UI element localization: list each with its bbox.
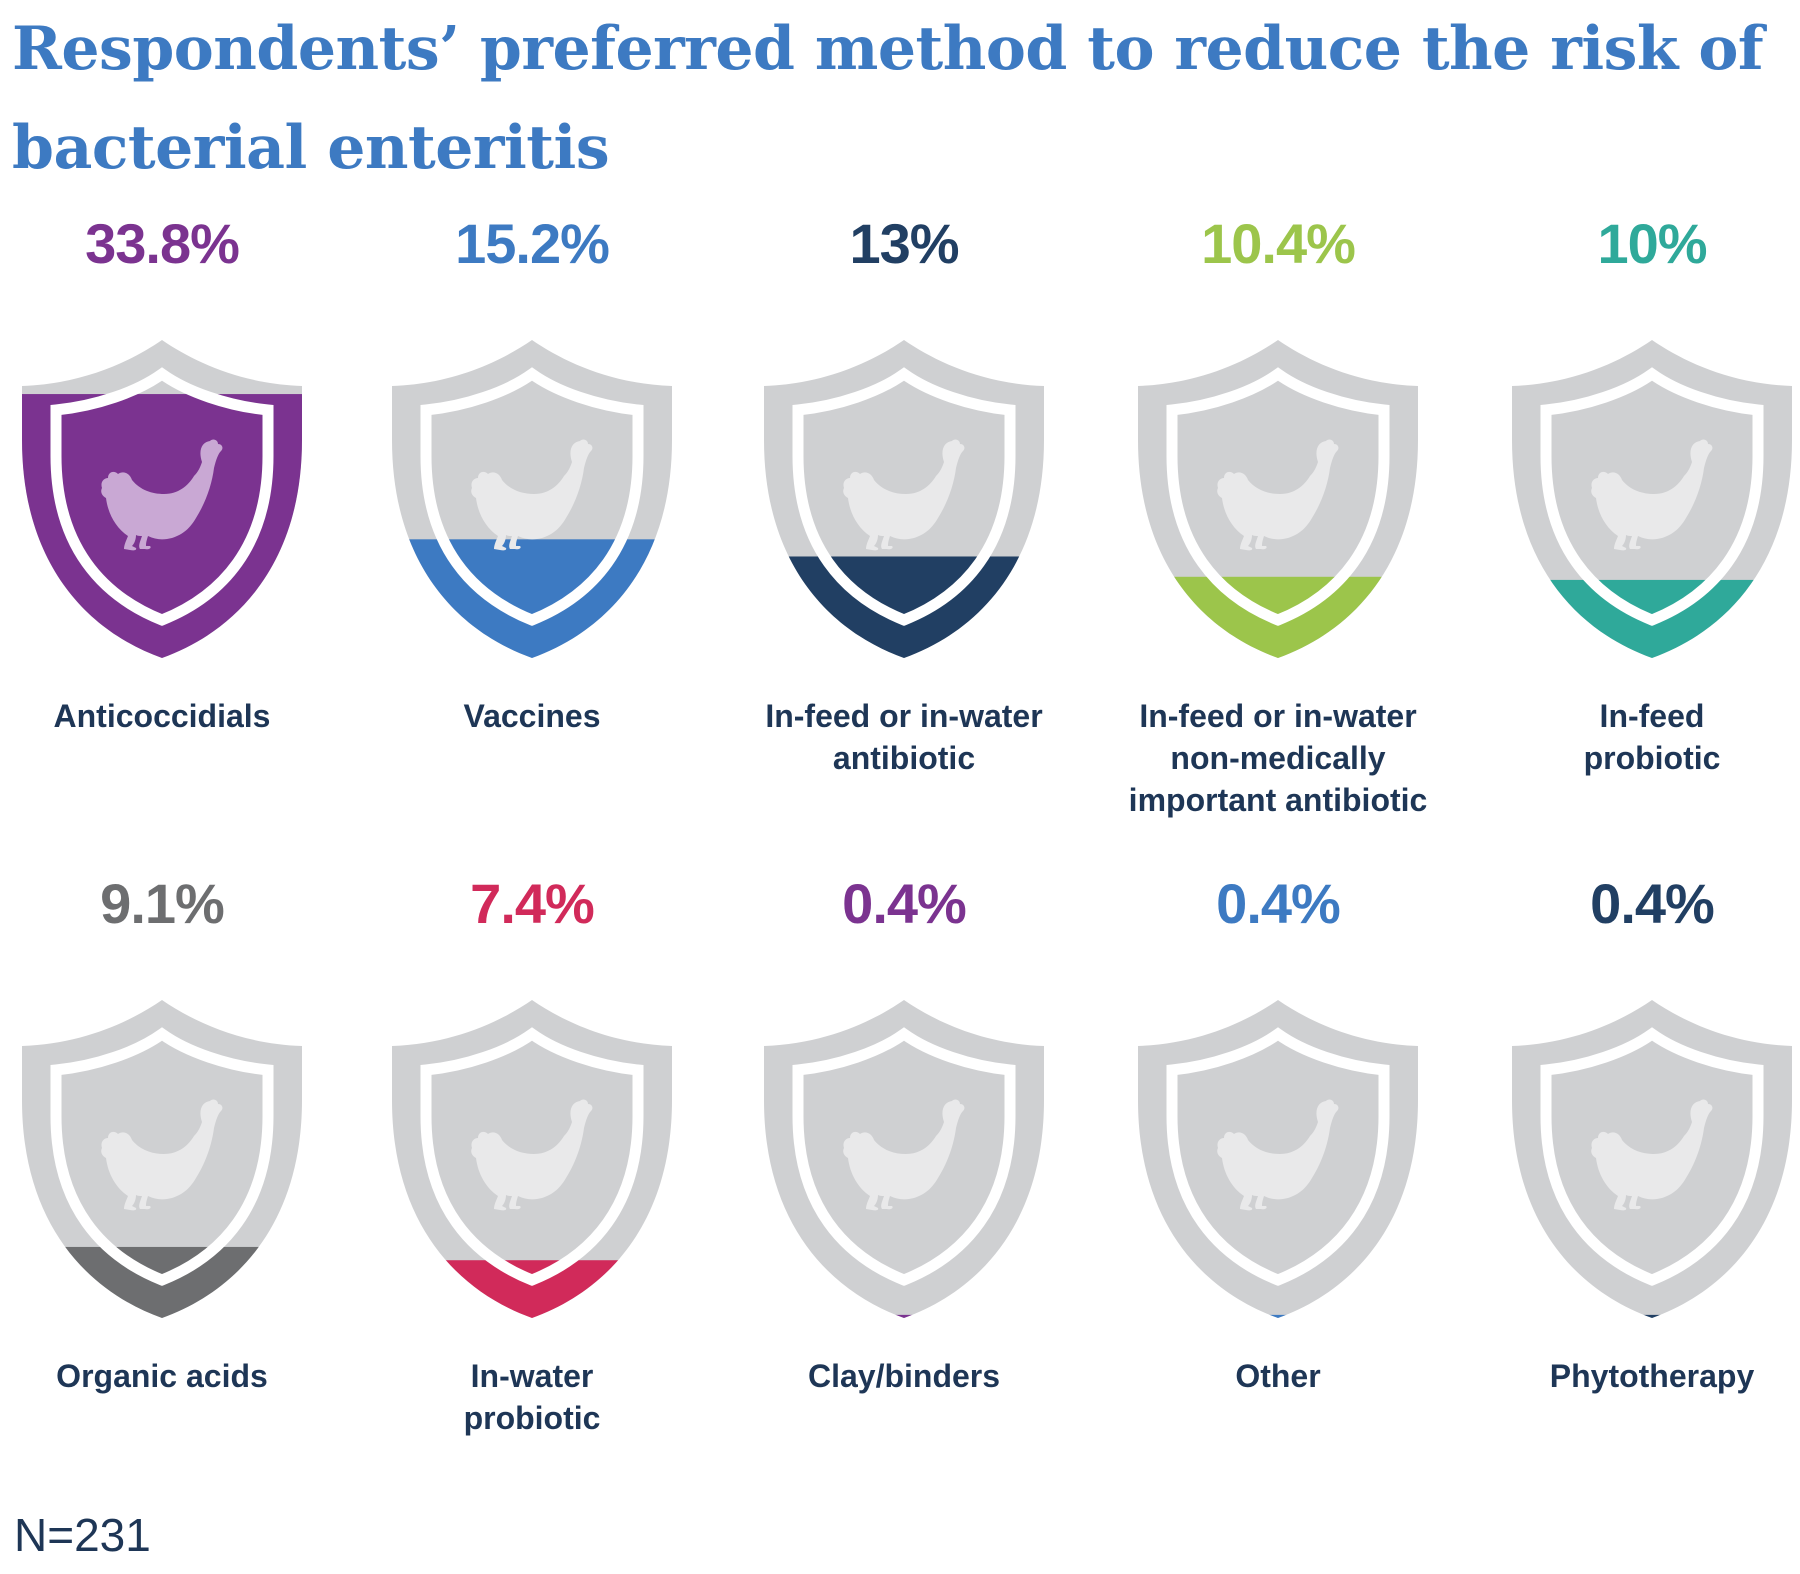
chicken-icon [1217, 1099, 1339, 1211]
shield-icon [764, 1000, 1044, 1318]
shield-icon [22, 1000, 302, 1318]
shield-inner-outline [1540, 367, 1764, 626]
chicken-icon [1591, 1099, 1713, 1211]
category-label: In-feed or in-water antibiotic [765, 698, 1043, 776]
chart-title: Respondents’ preferred method to reduce … [12, 14, 1764, 183]
shield-inner-outline [50, 367, 274, 626]
value-label: 9.1% [100, 872, 225, 935]
chicken-icon [471, 1099, 593, 1211]
category-label: Other [1235, 1358, 1321, 1394]
shield-item: 0.4% Phytotherapy [1472, 872, 1800, 1395]
shield-inner-outline [420, 367, 644, 626]
shield-fill-bar [764, 1314, 1044, 1318]
shield-icon [1512, 340, 1792, 658]
chicken-icon [843, 1099, 965, 1211]
chicken-icon [1591, 439, 1713, 551]
value-label: 13% [849, 212, 959, 275]
category-label: Organic acids [56, 1358, 268, 1394]
category-label: In-water probiotic [463, 1358, 601, 1436]
shield-inner-outline [792, 1027, 1016, 1286]
value-label: 15.2% [455, 212, 610, 275]
shield-icon [392, 340, 672, 658]
category-label: In-feed or in-water non-medically import… [1128, 698, 1428, 818]
chicken-icon [843, 439, 965, 551]
chicken-icon [101, 439, 223, 551]
value-label: 0.4% [1216, 872, 1341, 935]
shield-inner-outline [1166, 1027, 1390, 1286]
value-label: 0.4% [1590, 872, 1715, 935]
shield-item: 0.4% Other [1098, 872, 1458, 1395]
shield-inner-outline [1166, 367, 1390, 626]
sample-size-note: N=231 [14, 1509, 151, 1561]
shield-icon [1138, 340, 1418, 658]
value-label: 10.4% [1201, 212, 1356, 275]
shield-fill-bar [1138, 1314, 1418, 1318]
chicken-icon [471, 439, 593, 551]
shield-item: 7.4% In-water probiotic [352, 872, 712, 1436]
shield-item: 13% In-feed or in-water antibiotic [724, 212, 1084, 776]
value-label: 0.4% [842, 872, 967, 935]
shield-fill-bar [1512, 1314, 1792, 1318]
shield-item: 10.4% In-feed or in-water non-medically i… [1098, 212, 1458, 818]
shield-inner-outline [792, 367, 1016, 626]
shield-icon [1512, 1000, 1792, 1318]
shield-inner-outline [50, 1027, 274, 1286]
category-label: Phytotherapy [1549, 1358, 1755, 1394]
category-label: In-feed probiotic [1583, 698, 1721, 776]
shield-icon [1138, 1000, 1418, 1318]
chicken-icon [1217, 439, 1339, 551]
value-label: 7.4% [470, 872, 595, 935]
category-label: Clay/binders [807, 1358, 1001, 1394]
category-label: Vaccines [463, 698, 601, 734]
shield-fill-bar [392, 539, 672, 658]
shield-fill-bar [392, 1260, 672, 1318]
value-label: 10% [1597, 212, 1707, 275]
shield-item: 15.2% Vaccines [352, 212, 712, 735]
shield-icon [392, 1000, 672, 1318]
category-label: Anticoccidials [53, 698, 271, 734]
chicken-icon [101, 1099, 223, 1211]
shield-icon [764, 340, 1044, 658]
shield-item: 33.8% Anticoccidials [0, 212, 342, 735]
value-label: 33.8% [85, 212, 240, 275]
shield-icon [22, 340, 302, 658]
shield-inner-outline [1540, 1027, 1764, 1286]
shield-item: 0.4% Clay/binders [724, 872, 1084, 1395]
shield-item: 9.1% Organic acids [0, 872, 342, 1395]
shield-item: 10% In-feed probiotic [1472, 212, 1800, 776]
shield-fill-bar [764, 556, 1044, 658]
shield-inner-outline [420, 1027, 644, 1286]
